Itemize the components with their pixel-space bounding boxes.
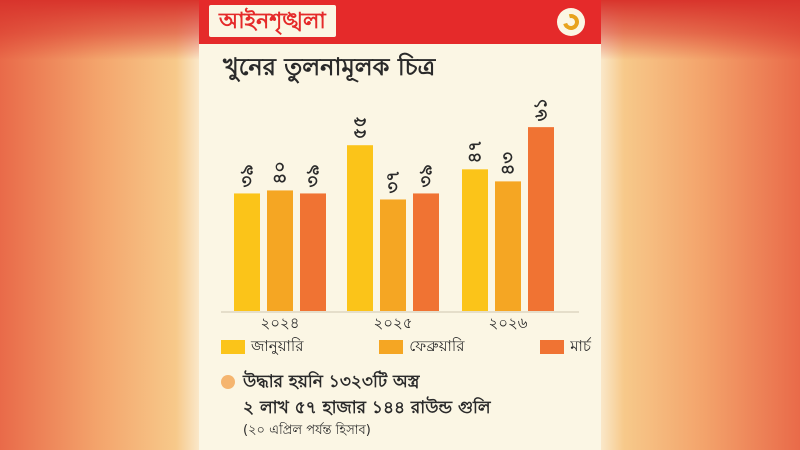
legend-label-february: ফেব্রুয়ারি [409,336,465,355]
bar-january-0 [234,193,260,311]
bar-value-label: ৩৯ [303,164,324,187]
footnote: উদ্ধার হয়নি ১৩২৩টি অস্ত্র ২ লাখ ৫৭ হাজা… [221,369,591,441]
bar-january-2 [462,169,488,311]
footnote-row: উদ্ধার হয়নি ১৩২৩টি অস্ত্র [221,369,591,395]
bar-march-1 [413,193,439,311]
section-title: আইনশৃঙ্খলা [209,5,336,37]
bar-value-label: ৪৭ [465,140,486,163]
legend-swatch-march [540,340,565,354]
legend-item-march: মার্চ [540,336,591,358]
legend-swatch-february [379,340,404,354]
footnote-weapons: উদ্ধার হয়নি ১৩২৩টি অস্ত্র [243,372,420,392]
legend-label-january: জানুয়ারি [251,336,304,355]
bar-february-1 [380,199,406,311]
bullet-dot-icon [221,375,235,389]
bar-chart: ৩৯ ৪০ ৩৯ ২০২৪ ৫৫ ৩৭ ৩৯ ২০২৫ ৪৭ ৪৩ ৬১ ২০২৬ [221,98,579,332]
legend-swatch-january [221,340,245,354]
chart-legend: জানুয়ারি ফেব্রুয়ারি মার্চ [221,336,591,358]
bar-value-label: ৬১ [531,98,552,121]
bar-march-0 [300,193,326,311]
x-tick-label: ২০২৬ [488,314,527,332]
footnote-bullets: ২ লাখ ৫৭ হাজার ১৪৪ রাউন্ড গুলি [243,398,491,418]
bar-value-label: ৪০ [270,161,291,184]
bar-january-1 [347,145,373,311]
bar-february-2 [495,181,521,311]
bar-value-label: ৩৭ [383,170,404,193]
bar-value-label: ৩৯ [416,164,437,187]
header-bar: আইনশৃঙ্খলা [199,0,601,44]
bar-march-2 [528,127,554,311]
bar-value-label: ৪৩ [498,152,519,176]
bar-value-label: ৩৯ [237,164,258,187]
x-tick-label: ২০২৫ [374,314,413,332]
newspaper-logo-icon [557,8,585,36]
bar-february-0 [267,190,293,311]
legend-item-january: জানুয়ারি [221,336,303,358]
legend-label-march: মার্চ [570,336,591,355]
chart-title: খুনের তুলনামূলক চিত্র [223,52,436,81]
bar-value-label: ৫৫ [350,116,371,139]
x-tick-label: ২০২৪ [261,314,300,332]
infographic-card: আইনশৃঙ্খলা খুনের তুলনামূলক চিত্র ৩৯ ৪০ ৩৯ ২… [199,0,601,450]
footnote-date: (২০ এপ্রিল পর্যন্ত হিসাব) [243,423,371,438]
legend-item-february: ফেব্রুয়ারি [379,336,464,358]
